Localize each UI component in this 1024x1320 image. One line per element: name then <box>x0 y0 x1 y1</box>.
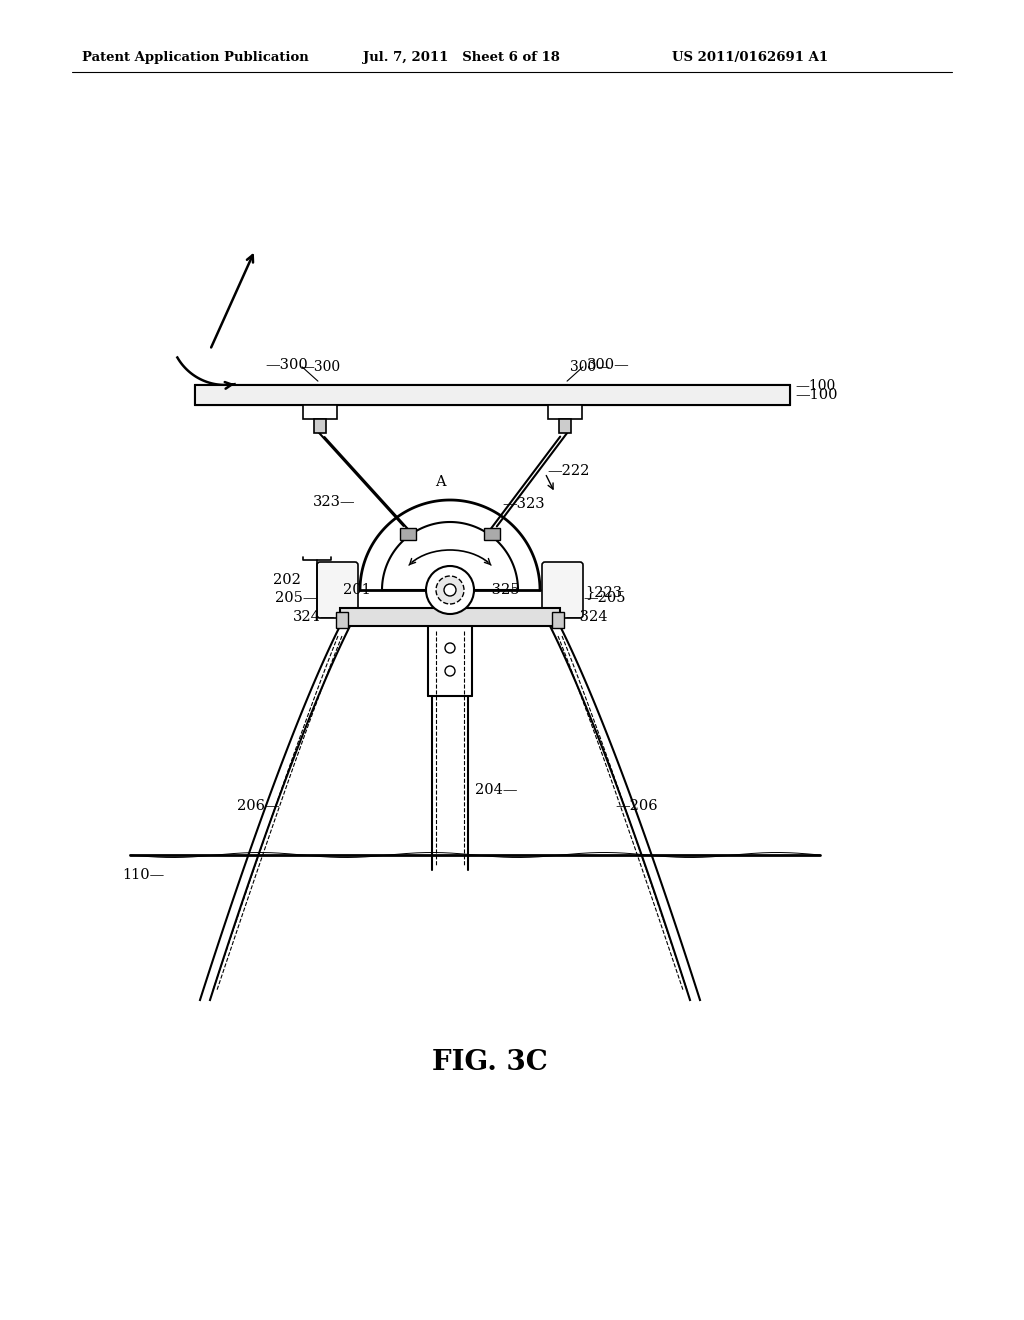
Circle shape <box>445 667 455 676</box>
Text: FIG. 3C: FIG. 3C <box>432 1049 548 1076</box>
Bar <box>484 528 500 540</box>
Text: 202: 202 <box>273 573 301 587</box>
Text: —325: —325 <box>477 583 519 597</box>
Text: —100: —100 <box>795 379 836 393</box>
Text: 324—: 324— <box>293 610 335 624</box>
Bar <box>303 405 337 418</box>
Bar <box>314 418 326 433</box>
Bar <box>559 418 571 433</box>
Circle shape <box>444 583 456 597</box>
Text: 201—: 201— <box>343 583 385 597</box>
Text: 205—: 205— <box>274 591 317 605</box>
Text: 300—: 300— <box>570 360 610 374</box>
Text: Jul. 7, 2011   Sheet 6 of 18: Jul. 7, 2011 Sheet 6 of 18 <box>362 51 560 65</box>
Text: —205: —205 <box>583 591 626 605</box>
Bar <box>548 405 582 418</box>
Text: 206—: 206— <box>238 799 280 813</box>
Circle shape <box>445 643 455 653</box>
Text: —323: —323 <box>502 498 545 511</box>
Text: —300: —300 <box>265 358 308 372</box>
Text: Patent Application Publication: Patent Application Publication <box>82 51 309 65</box>
Circle shape <box>426 566 474 614</box>
Text: 300—: 300— <box>587 358 630 372</box>
Bar <box>195 385 790 405</box>
Text: —300: —300 <box>300 360 340 374</box>
Bar <box>340 609 560 626</box>
Text: —222: —222 <box>547 465 590 478</box>
Bar <box>400 528 416 540</box>
FancyBboxPatch shape <box>317 562 358 618</box>
FancyBboxPatch shape <box>542 562 583 618</box>
Text: 204—: 204— <box>475 783 517 797</box>
Bar <box>336 612 348 628</box>
Text: }223: }223 <box>585 585 623 599</box>
Text: US 2011/0162691 A1: US 2011/0162691 A1 <box>672 51 828 65</box>
Text: —324: —324 <box>565 610 607 624</box>
Text: 323—: 323— <box>312 495 355 510</box>
Text: 110—: 110— <box>123 869 165 882</box>
Text: —100: —100 <box>795 388 838 403</box>
Text: —206: —206 <box>615 799 657 813</box>
Bar <box>552 612 564 628</box>
Text: A: A <box>435 475 445 488</box>
Circle shape <box>436 576 464 605</box>
